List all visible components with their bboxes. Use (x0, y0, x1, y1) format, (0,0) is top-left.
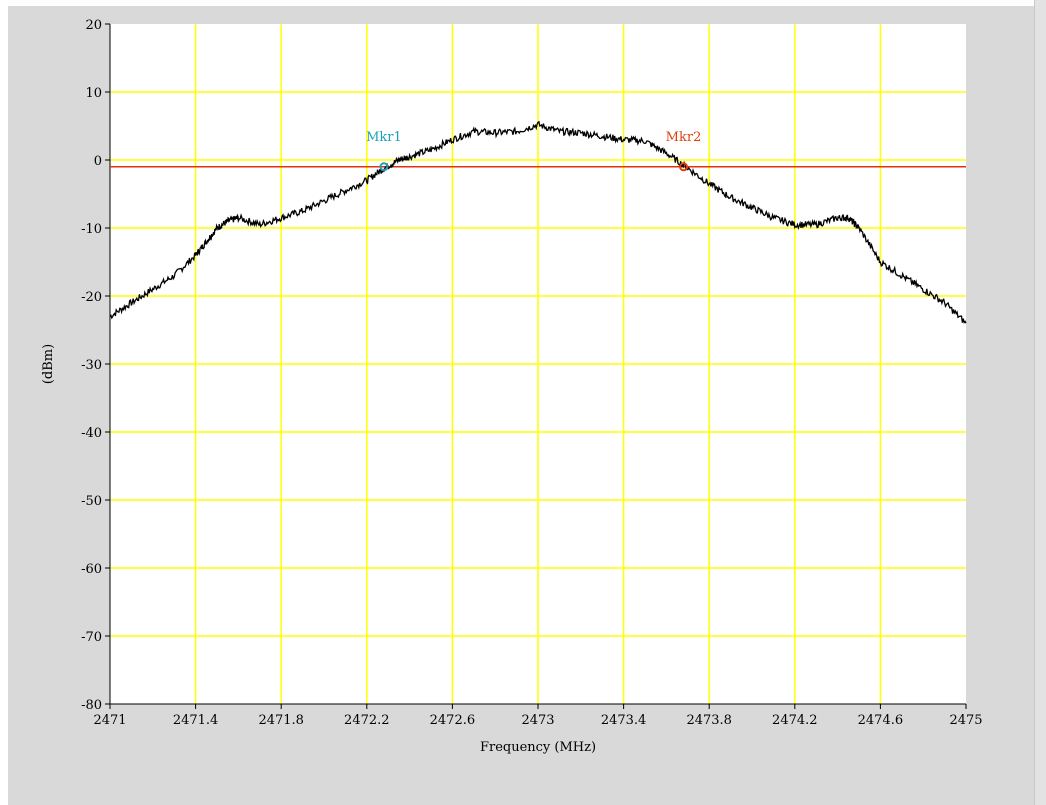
x-tick-label: 2473.4 (601, 713, 647, 728)
x-tick-label: 2471.8 (258, 713, 304, 728)
y-tick-label: 10 (85, 86, 102, 101)
y-tick-label: -80 (81, 698, 102, 713)
markers: Mkr1 Mkr2 (366, 130, 702, 172)
x-tick-label: 2474.6 (858, 713, 904, 728)
x-tick-label: 2475 (949, 713, 982, 728)
x-tick-label: 2471 (93, 713, 126, 728)
marker-point-2 (679, 162, 689, 172)
y-tick-label: 20 (85, 18, 102, 33)
page-margin (0, 0, 8, 805)
marker-point-1 (379, 162, 389, 172)
y-tick-label: -10 (81, 222, 102, 237)
axes (105, 23, 967, 709)
y-tick-label: -70 (81, 630, 102, 645)
x-tick-label: 2471.4 (173, 713, 219, 728)
y-tick-label: -40 (81, 426, 102, 441)
x-tick-label: 2474.2 (772, 713, 818, 728)
y-tick-label: -30 (81, 358, 102, 373)
y-axis-title: (dBm) (41, 344, 56, 384)
y-tick-label: 0 (94, 154, 102, 169)
trace-layer (109, 120, 967, 324)
right-scroll-strip (1034, 0, 1046, 805)
x-tick-label: 2473 (521, 713, 554, 728)
marker-label-1: Mkr1 (366, 130, 402, 145)
x-tick-label: 2472.6 (430, 713, 476, 728)
y-tick-label: -50 (81, 494, 102, 509)
y-tick-label: -20 (81, 290, 102, 305)
spectrum-trace (109, 120, 967, 324)
marker-label-2: Mkr2 (666, 130, 702, 145)
x-tick-label: 2473.8 (686, 713, 732, 728)
tick-labels: 2471 2471.4 2471.8 2472.2 2472.6 2473 2473.4 24… (81, 18, 982, 728)
grid (110, 24, 966, 704)
y-tick-label: -60 (81, 562, 102, 577)
x-axis-title: Frequency (MHz) (480, 740, 596, 755)
x-tick-label: 2472.2 (344, 713, 390, 728)
